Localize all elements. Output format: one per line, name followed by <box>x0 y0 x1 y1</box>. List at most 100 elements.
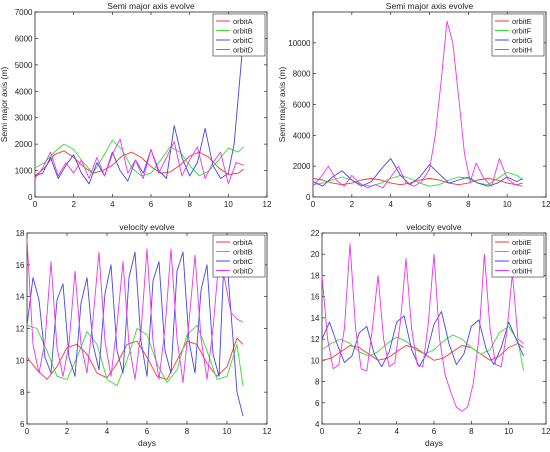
x-tick-label: 10 <box>224 200 233 209</box>
series-line-orbitA <box>26 337 244 380</box>
y-tick-label: 10 <box>311 356 320 365</box>
x-tick-label: 12 <box>263 200 272 209</box>
chart-panel-1: 0 2 4 6 8 10 12 0 1000 2000 3000 4000 5000 6000 7000 Se… <box>0 1 272 209</box>
y-tick-label: 10 <box>16 356 25 365</box>
y-tick-label: 18 <box>16 229 25 238</box>
x-tick-label: 0 <box>320 427 325 436</box>
x-tick-label: 4 <box>110 200 115 209</box>
x-tick-label: 4 <box>105 427 110 436</box>
y-tick-label: 12 <box>311 335 320 344</box>
series-line-orbitH <box>312 20 523 189</box>
chart-title: velocity evolve <box>406 222 462 232</box>
legend-label: orbitG <box>512 36 533 45</box>
y-tick-label: 4 <box>315 420 320 429</box>
x-tick-label: 8 <box>466 200 471 209</box>
y-axis-label: Semi major axis (m) <box>277 67 287 143</box>
y-tick-label: 18 <box>311 271 320 280</box>
series-line-orbitE <box>312 178 523 186</box>
y-tick-label: 6 <box>315 399 320 408</box>
y-tick-label: 8 <box>20 388 25 397</box>
x-tick-label: 10 <box>223 427 232 436</box>
x-axis-label: days <box>425 438 443 448</box>
y-tick-label: 6000 <box>15 34 33 43</box>
x-tick-label: 12 <box>542 200 550 209</box>
y-tick-label: 3000 <box>15 114 33 123</box>
legend-label: orbitB <box>233 247 253 256</box>
legend-label: orbitA <box>233 17 253 26</box>
y-tick-label: 16 <box>311 293 320 302</box>
y-axis-label: Semi major axis (m) <box>0 67 9 143</box>
x-tick-label: 0 <box>25 427 30 436</box>
x-tick-label: 12 <box>542 427 550 436</box>
x-tick-label: 0 <box>33 200 38 209</box>
y-tick-label: 8 <box>315 378 320 387</box>
x-tick-label: 4 <box>394 427 399 436</box>
chart-title: velocity evolve <box>119 222 175 232</box>
y-tick-label: 16 <box>16 261 25 270</box>
y-tick-label: 4000 <box>15 87 33 96</box>
legend-label: orbitB <box>233 26 253 35</box>
x-tick-label: 6 <box>427 200 432 209</box>
legend-label: orbitE <box>512 238 532 247</box>
y-tick-label: 20 <box>311 250 320 259</box>
y-tick-label: 14 <box>311 314 320 323</box>
x-tick-label: 0 <box>311 200 316 209</box>
series-line-orbitD <box>26 239 244 384</box>
y-tick-label: 2000 <box>293 162 311 171</box>
y-tick-label: 12 <box>16 325 25 334</box>
legend-label: orbitH <box>512 266 532 275</box>
legend-label: orbitF <box>512 26 532 35</box>
y-tick-label: 4000 <box>293 131 311 140</box>
legend-label: orbitG <box>512 257 533 266</box>
x-tick-label: 6 <box>149 200 154 209</box>
chart-panel-3: 0 2 4 6 8 10 12 6 8 10 12 14 16 18 velocity evolve days… <box>16 222 272 448</box>
series-line-orbitG <box>321 311 525 368</box>
y-tick-label: 6000 <box>293 101 311 110</box>
x-tick-label: 8 <box>185 427 190 436</box>
y-tick-label: 6 <box>20 420 25 429</box>
x-axis-label: days <box>138 438 156 448</box>
y-tick-label: 5000 <box>15 61 33 70</box>
x-tick-label: 2 <box>71 200 76 209</box>
y-tick-label: 2000 <box>15 140 33 149</box>
y-tick-label: 14 <box>16 293 25 302</box>
x-tick-label: 12 <box>263 427 272 436</box>
legend-label: orbitH <box>512 45 532 54</box>
y-tick-label: 0 <box>28 193 33 202</box>
x-tick-label: 2 <box>65 427 70 436</box>
y-tick-label: 7000 <box>15 8 33 17</box>
chart-panel-2: 0 2 4 6 8 10 12 0 2000 4000 6000 8000 10000 Semi majo… <box>277 1 550 209</box>
legend-label: orbitA <box>233 238 253 247</box>
x-tick-label: 8 <box>187 200 192 209</box>
y-tick-label: 10000 <box>288 39 311 48</box>
legend-label: orbitF <box>512 247 532 256</box>
series-line-orbitC <box>34 33 245 185</box>
legend-label: orbitE <box>512 17 532 26</box>
x-tick-label: 4 <box>388 200 393 209</box>
y-tick-label: 22 <box>311 229 320 238</box>
series-line-orbitC <box>26 235 244 417</box>
x-tick-label: 8 <box>469 427 474 436</box>
legend-label: orbitC <box>233 36 254 45</box>
series-line-orbitH <box>321 243 524 412</box>
series-line-orbitD <box>34 138 244 185</box>
series-line-orbitB <box>26 324 244 387</box>
x-tick-label: 10 <box>503 200 512 209</box>
x-tick-label: 2 <box>350 200 355 209</box>
y-tick-label: 1000 <box>15 167 33 176</box>
legend-label: orbitD <box>233 266 254 275</box>
x-tick-label: 2 <box>357 427 362 436</box>
y-tick-label: 8000 <box>293 70 311 79</box>
chart-title: Semi major axis evolve <box>386 1 474 11</box>
y-tick-label: 0 <box>306 193 311 202</box>
legend-label: orbitC <box>233 257 254 266</box>
series-line-orbitB <box>34 139 245 177</box>
legend-label: orbitD <box>233 45 254 54</box>
chart-title: Semi major axis evolve <box>107 1 195 11</box>
x-tick-label: 6 <box>145 427 150 436</box>
